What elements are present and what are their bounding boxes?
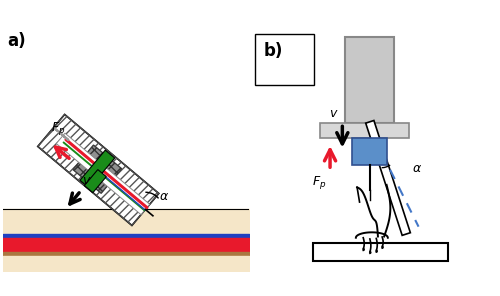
FancyBboxPatch shape	[255, 34, 314, 85]
Text: $v$: $v$	[82, 174, 92, 187]
Text: $F_p$: $F_p$	[312, 174, 326, 191]
Text: $v$: $v$	[329, 107, 338, 120]
Bar	[320, 123, 408, 138]
Text: a): a)	[8, 33, 26, 50]
Bar	[352, 138, 386, 165]
Polygon shape	[84, 170, 106, 193]
Text: $F_p$: $F_p$	[50, 120, 65, 137]
Polygon shape	[38, 115, 159, 226]
Polygon shape	[56, 133, 150, 215]
Bar	[345, 37, 394, 123]
Text: $\alpha$: $\alpha$	[412, 163, 422, 176]
Text: b): b)	[264, 42, 283, 60]
Bar	[313, 243, 448, 261]
Polygon shape	[73, 145, 122, 193]
Polygon shape	[366, 120, 410, 235]
Polygon shape	[80, 150, 114, 188]
Text: $\alpha$: $\alpha$	[159, 190, 169, 203]
